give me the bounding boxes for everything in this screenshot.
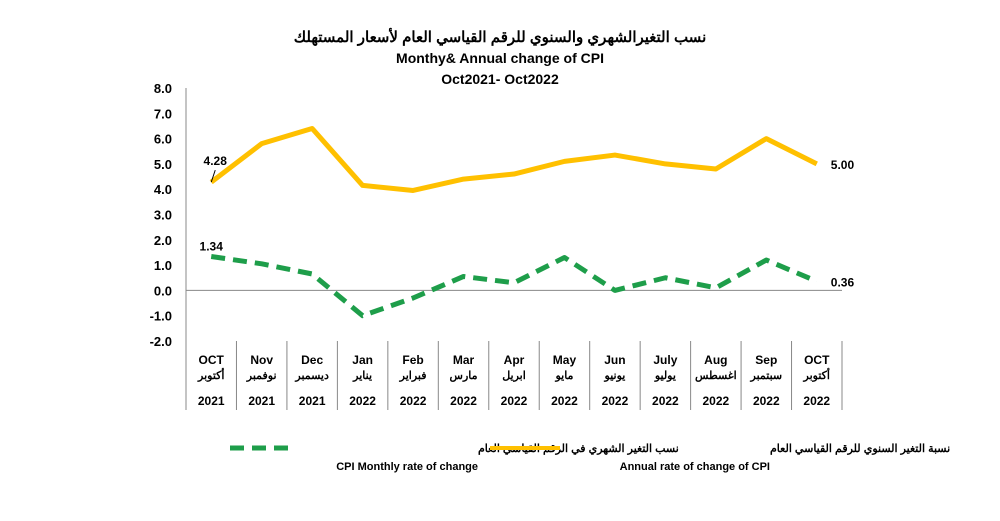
x-tick-year: 2022	[753, 394, 780, 408]
data-label-first: 4.28	[204, 154, 228, 168]
x-tick-label-arabic: مايو	[554, 370, 573, 382]
y-tick-label: 0.0	[154, 283, 172, 298]
chart-title: Monthy& Annual change of CPI	[396, 50, 604, 66]
x-tick-label-arabic: أكتوبر	[197, 368, 224, 382]
y-tick-label: 2.0	[154, 233, 172, 248]
x-tick-year: 2022	[602, 394, 629, 408]
series-line-1	[210, 254, 818, 319]
data-label-last: 5.00	[831, 158, 855, 172]
y-tick-label: 4.0	[154, 182, 172, 197]
x-tick-label-arabic: يونيو	[604, 370, 626, 382]
x-tick-label-arabic: ابريل	[502, 370, 526, 382]
data-label-first: 1.34	[200, 239, 224, 253]
y-tick-label: 6.0	[154, 132, 172, 147]
x-tick-label: Sep	[755, 353, 777, 367]
x-tick-label: OCT	[804, 353, 830, 367]
x-tick-label: Mar	[453, 353, 475, 367]
chart-title-arabic: نسب التغيرالشهري والسنوي للرقم القياسي ا…	[293, 29, 707, 46]
x-tick-year: 2022	[400, 394, 427, 408]
x-tick-year: 2022	[551, 394, 578, 408]
y-tick-label: 1.0	[154, 258, 172, 273]
x-tick-label: Jun	[604, 353, 625, 367]
y-tick-label: 7.0	[154, 106, 172, 121]
x-tick-label: July	[653, 353, 677, 367]
x-tick-label: Feb	[402, 353, 423, 367]
x-tick-label-arabic: ديسمبر	[294, 370, 329, 382]
x-tick-label: Jan	[352, 353, 373, 367]
y-tick-label: 8.0	[154, 81, 172, 96]
data-label-last: 0.36	[831, 275, 855, 289]
x-tick-year: 2021	[248, 394, 275, 408]
chart-subtitle: Oct2021- Oct2022	[441, 71, 559, 87]
x-tick-label-arabic: نوفمبر	[246, 370, 277, 382]
x-tick-label-arabic: اغسطس	[695, 370, 737, 382]
legend-label-monthly: CPI Monthly rate of change	[336, 461, 478, 473]
x-tick-year: 2022	[501, 394, 528, 408]
x-tick-label: May	[553, 353, 577, 367]
x-tick-label-arabic: يناير	[352, 370, 372, 382]
x-tick-year: 2022	[702, 394, 729, 408]
x-tick-year: 2021	[198, 394, 225, 408]
x-tick-year: 2022	[450, 394, 477, 408]
x-tick-label-arabic: سبتمبر	[750, 370, 783, 382]
x-tick-label: Nov	[250, 353, 273, 367]
y-tick-label: -1.0	[150, 309, 172, 324]
x-tick-label: Aug	[704, 353, 727, 367]
series-line-0	[209, 125, 818, 193]
y-tick-label: 3.0	[154, 208, 172, 223]
legend-label-annual-arabic: نسبة التغير السنوي للرقم القياسي العام	[770, 443, 950, 456]
x-tick-year: 2022	[652, 394, 679, 408]
x-tick-label-arabic: أكتوبر	[803, 368, 830, 382]
legend-label-annual: Annual rate of change of CPI	[620, 461, 770, 473]
x-tick-year: 2021	[299, 394, 326, 408]
y-tick-label: -2.0	[150, 334, 172, 349]
x-tick-year: 2022	[349, 394, 376, 408]
x-tick-label-arabic: يوليو	[654, 370, 676, 382]
label-leader	[210, 169, 216, 183]
x-tick-year: 2022	[803, 394, 830, 408]
x-tick-label: Dec	[301, 353, 323, 367]
x-tick-label: Apr	[504, 353, 525, 367]
x-tick-label-arabic: فبراير	[399, 370, 427, 382]
x-tick-label-arabic: مارس	[450, 370, 478, 382]
x-tick-label: OCT	[199, 353, 225, 367]
y-tick-label: 5.0	[154, 157, 172, 172]
